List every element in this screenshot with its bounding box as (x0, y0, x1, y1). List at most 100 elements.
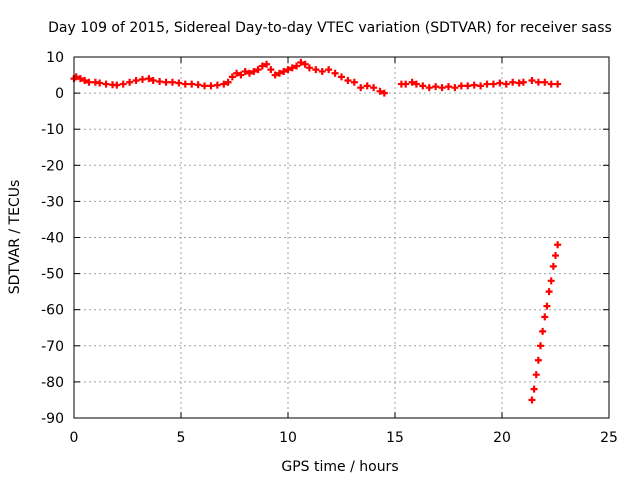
data-point (539, 327, 547, 335)
data-point (275, 69, 283, 77)
y-tick-label: -60 (41, 303, 64, 319)
data-point (554, 80, 562, 88)
data-point (312, 66, 320, 74)
data-points (70, 58, 562, 404)
data-point (288, 64, 296, 72)
data-point (237, 71, 245, 79)
data-point (534, 356, 542, 364)
data-point (402, 80, 410, 88)
data-point (350, 78, 358, 86)
y-axis-title: SDTVAR / TECUs (7, 180, 23, 295)
data-point (102, 80, 110, 88)
data-point (552, 252, 559, 260)
data-point (547, 80, 555, 88)
data-point (280, 67, 288, 75)
data-point (528, 76, 536, 84)
data-point (325, 66, 333, 74)
x-tick-label: 20 (493, 430, 511, 446)
data-point (554, 241, 562, 249)
data-point (267, 66, 275, 74)
data-point (233, 69, 241, 77)
data-point (549, 262, 557, 270)
y-tick-label: -30 (41, 194, 64, 210)
grid (74, 57, 609, 418)
data-point (258, 62, 266, 70)
data-point (541, 313, 549, 321)
data-point (271, 71, 279, 79)
data-point (451, 84, 459, 92)
data-point (284, 66, 292, 74)
data-point (331, 69, 339, 77)
data-point (213, 81, 221, 89)
y-tick-label: -90 (41, 411, 64, 427)
data-point (113, 81, 121, 89)
data-point (81, 76, 89, 84)
data-point (305, 64, 313, 72)
y-tick-label: 10 (46, 50, 64, 66)
data-point (188, 80, 196, 88)
data-point (489, 80, 497, 88)
y-tick-label: -10 (41, 122, 64, 138)
y-tick-label: -50 (41, 267, 64, 283)
data-point (132, 76, 140, 84)
data-point (543, 302, 551, 310)
x-tick-label: 25 (600, 430, 618, 446)
data-point (156, 78, 164, 86)
data-point (241, 67, 249, 75)
data-point (297, 58, 305, 66)
data-point (228, 73, 236, 81)
ticks: 0 5 10 15 20 25 10 0 -10 -20 -30 -40 -50 -60 -70 -80 -90 (41, 50, 618, 446)
data-point (363, 82, 371, 90)
data-point (201, 82, 209, 90)
data-point (445, 83, 452, 91)
data-point (534, 78, 542, 86)
data-point (293, 62, 301, 70)
data-point (138, 75, 146, 83)
data-point (438, 84, 446, 92)
data-point (464, 82, 472, 90)
data-point (175, 79, 183, 87)
data-point (301, 60, 309, 68)
data-point (412, 80, 420, 88)
data-point (162, 78, 170, 86)
data-point (528, 396, 536, 404)
data-point (532, 371, 540, 379)
data-point (194, 81, 202, 89)
data-point (502, 80, 510, 88)
x-tick-label: 15 (386, 430, 404, 446)
data-point (408, 78, 416, 86)
data-point (477, 82, 485, 90)
data-point (344, 76, 352, 84)
y-tick-label: -20 (41, 158, 64, 174)
data-point (250, 67, 258, 75)
data-point (318, 67, 326, 75)
data-point (254, 66, 262, 74)
x-tick-label: 5 (177, 430, 186, 446)
data-point (537, 342, 545, 350)
data-point (119, 80, 127, 88)
data-point (220, 80, 228, 88)
y-tick-label: 0 (55, 86, 64, 102)
data-point (470, 81, 478, 89)
data-point (263, 60, 271, 68)
data-point (76, 75, 84, 83)
data-point (145, 75, 153, 83)
data-point (149, 76, 157, 84)
data-point (224, 78, 232, 86)
data-point (338, 73, 345, 81)
data-point (541, 78, 549, 86)
data-point (519, 78, 527, 86)
data-point (425, 84, 433, 92)
data-point (370, 84, 378, 92)
data-point (547, 277, 555, 285)
data-point (457, 82, 465, 90)
data-point (357, 84, 365, 92)
y-tick-label: -70 (41, 339, 64, 355)
data-point (126, 78, 134, 86)
data-point (419, 82, 427, 90)
data-point (207, 82, 215, 90)
data-point (483, 80, 491, 88)
y-tick-label: -80 (41, 375, 64, 391)
x-tick-label: 10 (279, 430, 297, 446)
